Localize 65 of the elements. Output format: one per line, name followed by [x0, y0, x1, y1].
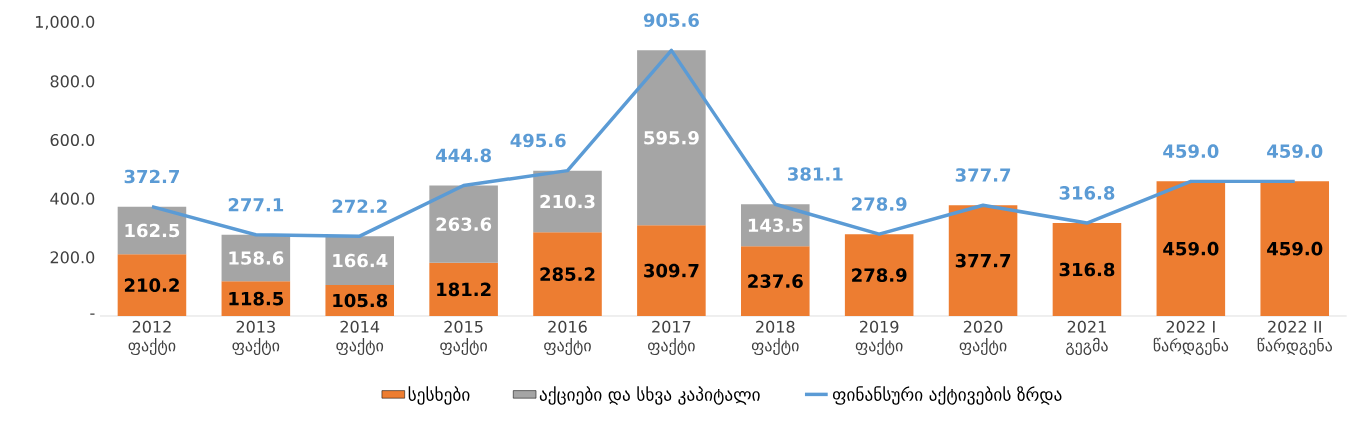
x-tick-label: 2021 გეგმა [1066, 320, 1108, 356]
data-label: 444.8 [435, 148, 491, 163]
data-label: 377.7 [955, 168, 1011, 182]
data-label: 158.6 [229, 251, 284, 265]
data-label: 118.5 [229, 291, 284, 306]
bar [844, 234, 914, 316]
x-tick-label: 2022 II წარდგენა [1257, 320, 1333, 356]
data-label: 316.8 [1059, 262, 1115, 277]
legend-label: ფინანსური აქტივების ზრდა [832, 386, 1062, 405]
data-label: 237.6 [748, 274, 803, 288]
data-label: 143.5 [748, 218, 803, 233]
data-label: 105.8 [333, 293, 388, 308]
bar [429, 185, 498, 263]
data-label: 905.6 [643, 13, 699, 27]
data-label: 595.9 [644, 130, 699, 145]
bar [533, 232, 602, 316]
x-tick-label: 2016 ფაქტი [544, 320, 591, 356]
x-tick-label: 2019 ფაქტი [855, 320, 903, 356]
data-label: 272.2 [332, 199, 387, 213]
x-tick-label: 2020 ფაქტი [959, 320, 1007, 356]
data-label: 459.0 [1267, 144, 1323, 158]
data-label: 316.8 [1059, 186, 1115, 200]
data-label: 210.2 [124, 278, 179, 292]
y-tick-label: 1,000.0 [35, 15, 95, 30]
y-tick-label: - [90, 313, 95, 315]
data-label: 277.1 [228, 197, 284, 212]
bar [637, 225, 706, 316]
bar [948, 205, 1018, 316]
data-label: 210.3 [540, 194, 595, 209]
bar [1260, 181, 1330, 316]
x-tick-label: 2012 ფაქტი [128, 320, 176, 356]
x-tick-label: 2013 ფაქტი [232, 320, 280, 356]
x-tick-label: 2022 I წარდგენა [1153, 320, 1229, 356]
bar [741, 246, 810, 316]
y-tick-label: 200.0 [50, 251, 95, 264]
y-tick-label: 400.0 [50, 192, 95, 205]
data-label: 459.0 [1163, 144, 1219, 158]
bar [637, 50, 706, 226]
x-tick-label: 2017 ფაქტი [648, 320, 695, 356]
bar [1052, 223, 1122, 316]
data-label: 372.7 [124, 169, 180, 184]
y-tick-label: 800.0 [50, 75, 95, 88]
data-label: 166.4 [333, 253, 388, 268]
bar [1156, 181, 1226, 316]
x-tick-label: 2015 ფაქტი [440, 320, 487, 356]
data-label: 377.7 [955, 253, 1011, 268]
data-label: 162.5 [125, 223, 180, 238]
x-tick-label: 2014 ფაქტი [336, 320, 384, 356]
data-label: 309.7 [644, 263, 699, 278]
data-label: 278.9 [852, 197, 907, 211]
data-label: 459.0 [1267, 241, 1323, 256]
bar [533, 170, 602, 233]
data-label: 495.6 [510, 133, 566, 148]
data-label: 263.6 [436, 217, 492, 231]
data-label: 181.2 [437, 282, 491, 297]
legend-label: აქციები და სხვა კაპიტალი [539, 386, 760, 405]
data-label: 381.1 [788, 167, 843, 181]
x-tick-label: 2018 ფაქტი [751, 320, 799, 356]
bar [117, 254, 187, 316]
legend-label: სესხები [408, 386, 470, 405]
data-label: 459.0 [1163, 241, 1219, 256]
data-label: 285.2 [540, 267, 595, 281]
bar [429, 262, 498, 316]
y-tick-label: 600.0 [50, 133, 95, 147]
data-label: 278.9 [852, 268, 907, 282]
